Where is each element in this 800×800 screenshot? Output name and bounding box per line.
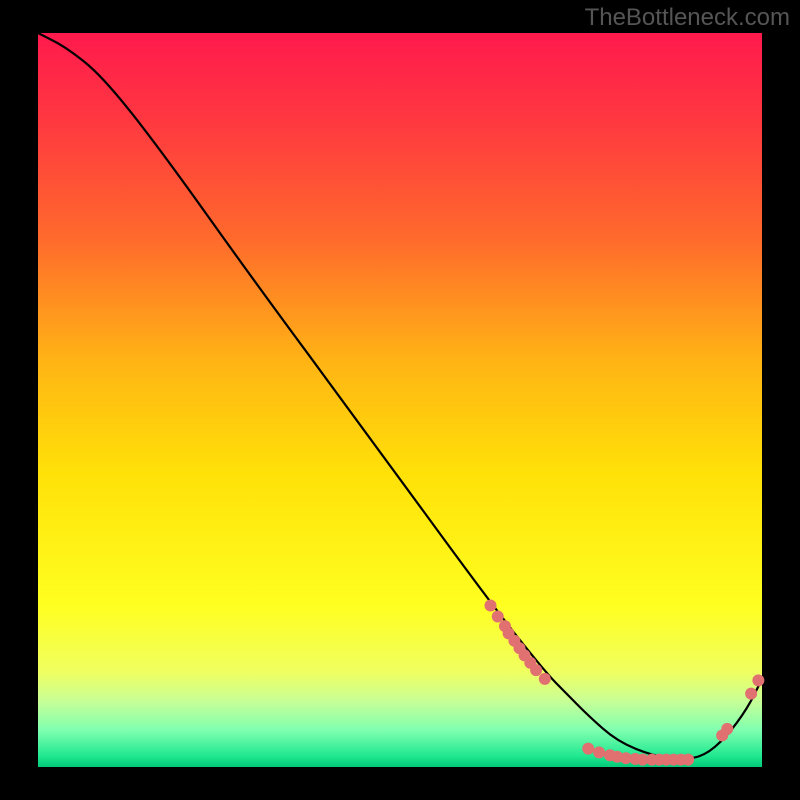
data-marker	[682, 754, 694, 766]
data-marker	[721, 723, 733, 735]
data-marker	[582, 743, 594, 755]
data-marker	[492, 611, 504, 623]
chart-svg-layer	[38, 33, 762, 767]
chart-plot-area	[38, 33, 762, 767]
data-marker	[752, 674, 764, 686]
data-marker	[539, 673, 551, 685]
bottleneck-curve	[38, 33, 762, 759]
data-marker	[530, 664, 542, 676]
data-marker	[745, 688, 757, 700]
attribution-text: TheBottleneck.com	[585, 4, 790, 32]
marker-group	[485, 600, 765, 766]
data-marker	[593, 746, 605, 758]
data-marker	[485, 600, 497, 612]
